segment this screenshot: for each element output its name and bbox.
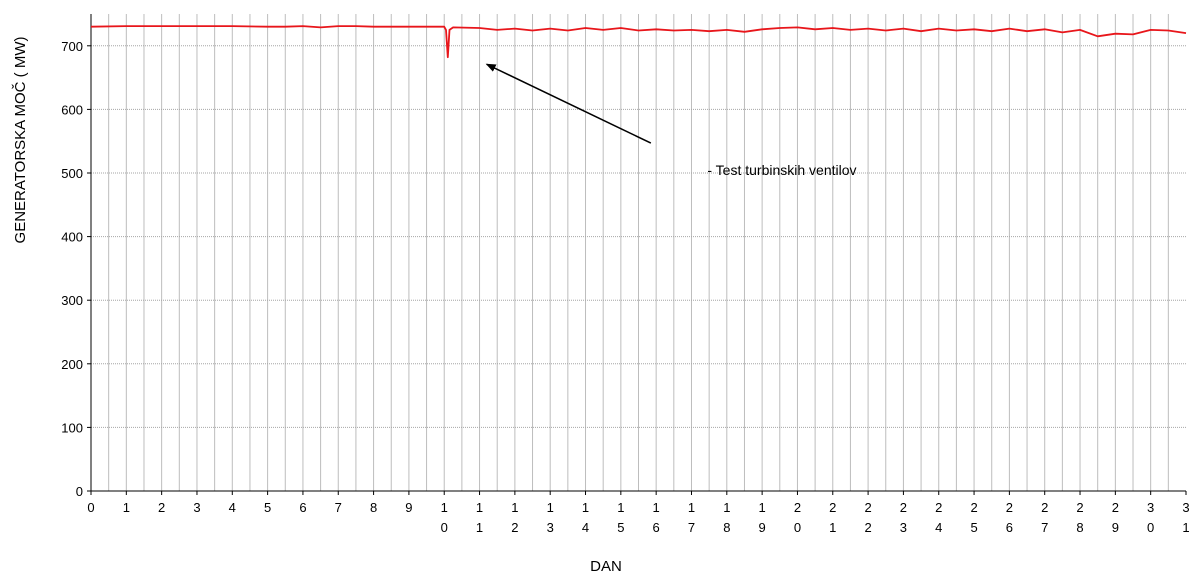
x-tick-label: 2 [864, 520, 871, 535]
x-tick-label: 2 [1112, 500, 1119, 515]
x-tick-label: 7 [1041, 520, 1048, 535]
y-tick-label: 600 [61, 102, 83, 117]
x-tick-label: 1 [582, 500, 589, 515]
x-tick-label: 3 [900, 520, 907, 535]
x-tick-labels: 0 1 2 3 4 5 6 7 8 9 101112131415161718192021222324… [87, 491, 1190, 535]
x-tick-label: 2 [900, 500, 907, 515]
x-tick-label: 8 [723, 520, 730, 535]
series-layer [90, 25, 1187, 59]
x-tick-label: 8 [370, 500, 377, 515]
x-tick-label: 5 [970, 520, 977, 535]
x-tick-label: 0 [1147, 520, 1154, 535]
series-line [90, 25, 1187, 59]
x-tick-label: 3 [1147, 500, 1154, 515]
y-axis-label: GENERATORSKA MOČ ( MW) [12, 37, 29, 244]
x-tick-label: 1 [123, 500, 130, 515]
x-tick-label: 0 [794, 520, 801, 535]
x-tick-label: 1 [688, 500, 695, 515]
x-tick-label: 4 [582, 520, 589, 535]
x-tick-label: 9 [759, 520, 766, 535]
y-tick-label: 0 [76, 484, 83, 499]
x-tick-label: 2 [970, 500, 977, 515]
x-tick-label: 5 [264, 500, 271, 515]
x-tick-label: 1 [547, 500, 554, 515]
x-tick-label: 9 [1112, 520, 1119, 535]
x-tick-label: 1 [829, 520, 836, 535]
x-tick-label: 7 [688, 520, 695, 535]
x-tick-label: 3 [193, 500, 200, 515]
annotation-text: - Test turbinskih ventilov [707, 162, 856, 178]
y-tick-label: 300 [61, 293, 83, 308]
x-tick-label: 1 [723, 500, 730, 515]
y-tick-label: 500 [61, 166, 83, 181]
x-tick-label: 5 [617, 520, 624, 535]
x-tick-label: 2 [935, 500, 942, 515]
x-tick-label: 2 [794, 500, 801, 515]
y-tick-label: 700 [61, 39, 83, 54]
x-tick-label: 2 [829, 500, 836, 515]
x-tick-label: 4 [935, 520, 942, 535]
x-tick-label: 2 [1041, 500, 1048, 515]
annotation-layer: - Test turbinskih ventilov [485, 63, 857, 178]
x-tick-label: 0 [87, 500, 94, 515]
x-tick-label: 1 [759, 500, 766, 515]
grid [91, 14, 1186, 491]
x-tick-label: 1 [653, 500, 660, 515]
x-tick-label: 1 [1182, 520, 1189, 535]
x-tick-label: 0 [441, 520, 448, 535]
x-tick-label: 1 [441, 500, 448, 515]
y-tick-labels: 0 100 200 300 400 500 600 700 [61, 39, 91, 499]
x-tick-label: 1 [476, 500, 483, 515]
x-axis-label: DAN [590, 558, 622, 573]
x-tick-label: 6 [299, 500, 306, 515]
x-tick-label: 2 [1006, 500, 1013, 515]
x-tick-label: 1 [617, 500, 624, 515]
x-tick-label: 8 [1076, 520, 1083, 535]
x-tick-label: 2 [1076, 500, 1083, 515]
x-tick-label: 1 [511, 500, 518, 515]
x-tick-label: 7 [335, 500, 342, 515]
x-tick-label: 3 [547, 520, 554, 535]
annotation-arrow [485, 63, 652, 144]
x-tick-label: 6 [1006, 520, 1013, 535]
x-tick-label: 9 [405, 500, 412, 515]
y-tick-label: 100 [61, 420, 83, 435]
x-tick-label: 2 [511, 520, 518, 535]
x-tick-label: 1 [476, 520, 483, 535]
plot-frame [90, 14, 1186, 492]
y-tick-label: 200 [61, 357, 83, 372]
x-tick-label: 3 [1182, 500, 1189, 515]
x-tick-label: 2 [864, 500, 871, 515]
y-tick-label: 400 [61, 230, 83, 245]
x-tick-label: 6 [653, 520, 660, 535]
x-tick-label: 4 [229, 500, 236, 515]
x-tick-label: 2 [158, 500, 165, 515]
